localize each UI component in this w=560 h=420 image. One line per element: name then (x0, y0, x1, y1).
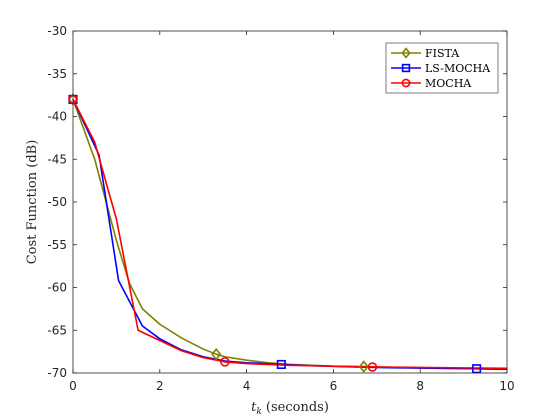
data-point-mocha (220, 357, 230, 367)
series-layer (72, 99, 508, 370)
series-line-mocha (72, 99, 508, 370)
legend-label: FISTA (425, 47, 460, 60)
x-tick-label: 2 (156, 379, 164, 393)
x-tick-label: 4 (243, 379, 251, 393)
x-axis-label: tk (seconds) (251, 400, 329, 417)
data-point-fista (211, 347, 222, 361)
x-tick-label: 6 (330, 379, 338, 393)
legend: FISTA LS-MOCHA MOCHA (385, 42, 499, 94)
legend-label: LS-MOCHA (425, 62, 491, 75)
legend-entry-mocha: MOCHA (391, 77, 472, 90)
legend-swatch-marker (401, 63, 411, 73)
data-point-ls-mocha (472, 364, 482, 374)
tick-layer: 0 2 4 6 8 10 -30 -35 -40 -45 -50 -55 -60 -65 -70 (47, 24, 514, 393)
legend-entry-ls-mocha: LS-MOCHA (391, 62, 491, 75)
y-tick-label: -60 (47, 281, 67, 295)
data-point-fista (358, 360, 369, 373)
legend-swatch-marker (401, 47, 411, 59)
y-tick-label: -65 (47, 323, 67, 337)
y-axis-label: Cost Function (dB) (25, 140, 40, 265)
x-tick-label: 10 (499, 379, 514, 393)
y-tick-label: -70 (47, 366, 67, 380)
y-tick-label: -45 (47, 152, 67, 166)
legend-swatch-marker (401, 78, 411, 88)
y-tick-label: -55 (47, 238, 67, 252)
x-axis-label-rest: (seconds) (262, 400, 329, 415)
y-tick-label: -50 (47, 195, 67, 209)
legend-items: FISTA LS-MOCHA MOCHA (391, 47, 491, 90)
x-tick-label: 0 (69, 379, 77, 393)
data-point-mocha (367, 362, 378, 372)
x-tick-label: 8 (416, 379, 424, 393)
x-axis-label-var: t (251, 400, 257, 415)
legend-entry-fista: FISTA (391, 47, 460, 60)
data-point-ls-mocha (276, 359, 286, 370)
y-tick-label: -35 (47, 67, 67, 81)
legend-label: MOCHA (425, 77, 472, 90)
y-tick-label: -40 (47, 110, 67, 124)
y-tick-label: -30 (47, 24, 67, 38)
x-axis-label-sub: k (256, 407, 261, 417)
